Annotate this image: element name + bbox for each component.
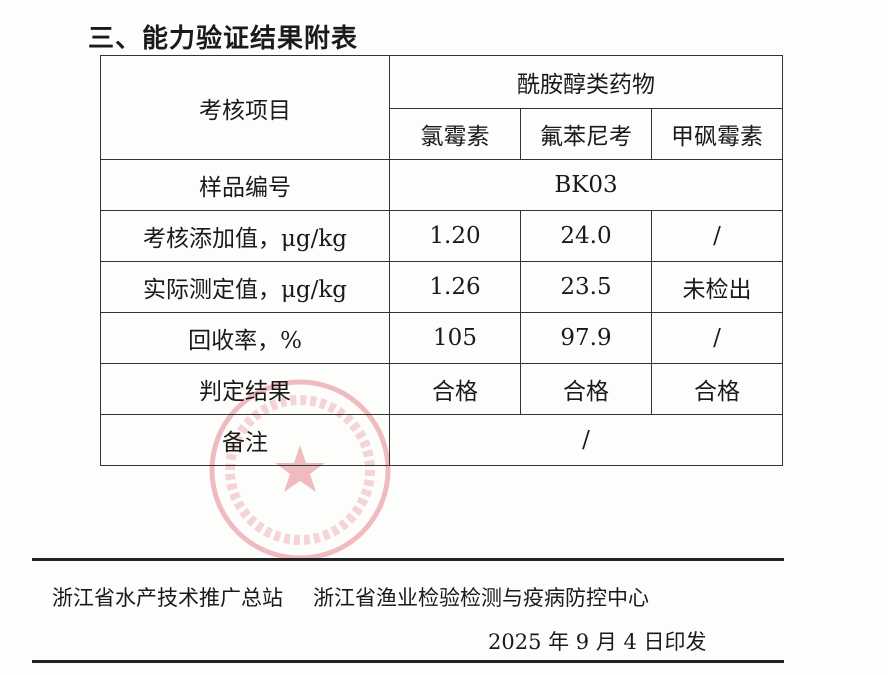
remark-value: / (389, 414, 783, 466)
table-row: 实际测定值，μg/kg 1.26 23.5 未检出 (100, 261, 783, 313)
sample-value: BK03 (389, 159, 783, 211)
drug-header: 氯霉素 (389, 108, 521, 160)
cell: 合格 (651, 363, 783, 415)
group-header: 酰胺醇类药物 (389, 55, 783, 109)
row-label: 考核添加值，μg/kg (100, 210, 390, 262)
section-title: 三、能力验证结果附表 (88, 24, 359, 54)
row-label: 实际测定值，μg/kg (100, 261, 390, 313)
row-label: 回收率，% (100, 312, 390, 364)
cell: 24.0 (520, 210, 652, 262)
row-label: 样品编号 (100, 159, 390, 211)
table-row: 样品编号 BK03 (100, 159, 783, 211)
cell: / (651, 312, 783, 364)
divider-top (32, 558, 784, 561)
cell: 1.26 (389, 261, 521, 313)
table-row: 判定结果 合格 合格 合格 (100, 363, 783, 415)
cell: 97.9 (520, 312, 652, 364)
row-label: 备注 (100, 414, 390, 466)
table-row: 备注 / (100, 414, 783, 466)
row-label: 判定结果 (100, 363, 390, 415)
cell: / (651, 210, 783, 262)
divider-bottom (32, 660, 784, 663)
org-name: 浙江省水产技术推广总站 (52, 586, 283, 610)
cell: 23.5 (520, 261, 652, 313)
issue-date: 2025 年 9 月 4 日印发 (488, 630, 707, 654)
cell: 1.20 (389, 210, 521, 262)
cell: 合格 (389, 363, 521, 415)
org-name: 浙江省渔业检验检测与疫病防控中心 (313, 586, 649, 610)
cell: 未检出 (651, 261, 783, 313)
cell: 105 (389, 312, 521, 364)
header-item: 考核项目 (100, 55, 390, 160)
table-row: 考核添加值，μg/kg 1.20 24.0 / (100, 210, 783, 262)
drug-header: 氟苯尼考 (520, 108, 652, 160)
table-row: 回收率，% 105 97.9 / (100, 312, 783, 364)
cell: 合格 (520, 363, 652, 415)
results-table: 考核项目 酰胺醇类药物 氯霉素 氟苯尼考 甲砜霉素 样品编号 BK03 考核添加… (100, 55, 783, 466)
drug-header: 甲砜霉素 (651, 108, 783, 160)
issuing-organizations: 浙江省水产技术推广总站 浙江省渔业检验检测与疫病防控中心 (52, 582, 649, 612)
